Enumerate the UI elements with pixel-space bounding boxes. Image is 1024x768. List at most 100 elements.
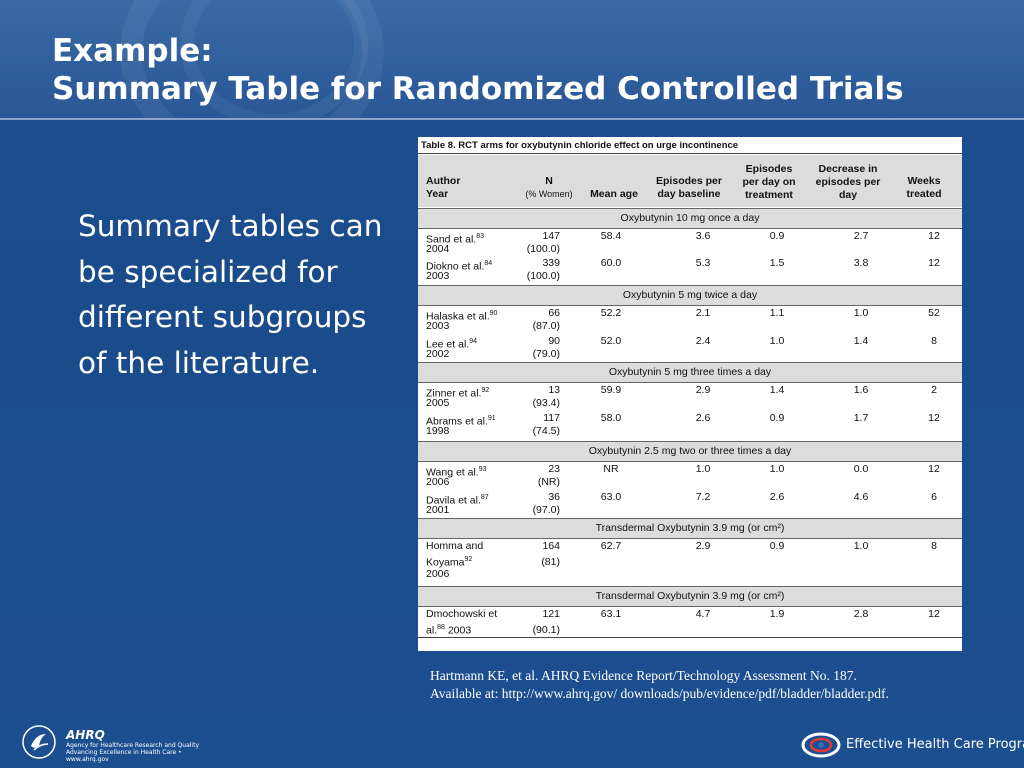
row-year: 1998	[426, 425, 450, 437]
row-n: 164	[542, 540, 560, 552]
reference-number: 90	[489, 310, 498, 317]
reference-number: 83	[476, 233, 484, 240]
row-decrease: 1.7	[853, 412, 869, 424]
row-author: Lee et al.	[426, 338, 470, 351]
row-base: 2.1	[695, 307, 711, 319]
citation-line2: Available at: http://www.ahrq.gov/ downl…	[430, 686, 889, 701]
author-cell: Lee et al.94	[426, 335, 477, 352]
row-decrease: 1.0	[853, 307, 869, 319]
row-author-line1: Homma and	[426, 540, 484, 552]
row-year: 2003	[426, 270, 450, 282]
row-author: Halaska et al.	[426, 310, 490, 323]
header-decrease-3: day	[838, 189, 858, 201]
row-year: 2003	[447, 624, 472, 637]
reference-number: 92	[481, 387, 490, 394]
row-base: 1.0	[695, 463, 711, 475]
reference-number: 84	[484, 260, 493, 267]
row-age: 59.9	[600, 384, 622, 396]
row-n: 23	[548, 463, 560, 475]
row-year: 2003	[426, 320, 450, 332]
row-author: Zinner et al.	[426, 387, 482, 400]
section-label: Oxybutynin 5 mg twice a day	[418, 285, 962, 306]
row-base: 3.6	[695, 230, 711, 242]
reference-number: 92	[464, 556, 473, 563]
header-decrease-2: episodes per	[815, 176, 881, 188]
row-percent-women: (93.4)	[532, 397, 560, 409]
row-percent-women: (79.0)	[532, 348, 560, 360]
row-weeks: 8	[931, 335, 937, 347]
author-cell: Wang et al.93	[426, 463, 487, 480]
row-decrease: 2.8	[853, 608, 869, 620]
row-n: 121	[542, 608, 560, 620]
slide-title-line1: Example:	[52, 33, 213, 69]
row-base: 2.9	[695, 384, 711, 396]
reference-number: 91	[487, 415, 496, 422]
row-base: 5.3	[695, 257, 711, 269]
row-percent-women: (90.1)	[532, 624, 560, 636]
row-n: 90	[548, 335, 560, 347]
row-treat: 0.9	[769, 540, 785, 552]
row-treat: 1.0	[769, 335, 785, 347]
row-age: 62.7	[600, 540, 622, 552]
row-n: 36	[548, 491, 560, 503]
author-cell-line2: al.88 2003	[426, 621, 471, 638]
row-treat: 2.6	[769, 491, 785, 503]
author-cell: Sand et al.83	[426, 230, 484, 247]
author-cell: Halaska et al.90	[426, 307, 497, 324]
row-decrease: 4.6	[853, 491, 869, 503]
header-episodes-baseline-1: Episodes per	[656, 175, 722, 187]
row-weeks: 12	[928, 463, 940, 475]
table-caption: Table 8. RCT arms for oxybutynin chlorid…	[421, 140, 739, 151]
row-decrease: 0.0	[853, 463, 869, 475]
rct-summary-table: Table 8. RCT arms for oxybutynin chlorid…	[418, 137, 962, 651]
row-author-line2: Koyama	[426, 556, 465, 569]
citation-line1: Hartmann KE, et al. AHRQ Evidence Report…	[430, 668, 857, 683]
reference-number: 88	[437, 624, 445, 631]
slide-header: Example: Summary Table for Randomized Co…	[0, 0, 1024, 118]
author-cell: Zinner et al.92	[426, 384, 489, 401]
row-n: 13	[548, 384, 560, 396]
header-decrease-1: Decrease in	[818, 163, 878, 175]
row-weeks: 12	[928, 608, 940, 620]
author-cell: Davila et al.87	[426, 491, 489, 508]
author-cell-line2: Koyama92	[426, 553, 472, 570]
row-percent-women: (100.0)	[526, 270, 560, 282]
table-header: Author Year N (% Women) Mean age Episode…	[418, 155, 962, 207]
row-base: 2.4	[695, 335, 711, 347]
row-age: 58.0	[600, 412, 622, 424]
row-author: Sand et al.	[426, 233, 477, 246]
row-weeks: 12	[928, 230, 940, 242]
header-weeks-2: treated	[906, 188, 942, 200]
row-weeks: 12	[928, 257, 940, 269]
row-year: 2001	[426, 504, 450, 516]
row-age: NR	[603, 463, 619, 475]
row-treat: 1.0	[769, 463, 785, 475]
row-decrease: 1.4	[853, 335, 869, 347]
row-n: 339	[542, 257, 560, 269]
row-age: 60.0	[600, 257, 622, 269]
reference-number: 87	[480, 494, 489, 501]
ehc-swirl-icon	[801, 732, 841, 758]
row-base: 7.2	[695, 491, 711, 503]
row-percent-women: (97.0)	[532, 504, 560, 516]
row-n: 147	[542, 230, 560, 242]
header-author: Author	[426, 175, 461, 187]
row-author: Diokno et al.	[426, 260, 485, 273]
slide-title-line2: Summary Table for Randomized Controlled …	[52, 71, 904, 107]
header-n: N	[545, 175, 553, 187]
row-author-line1: Dmochowski et	[426, 608, 498, 620]
header-women: (% Women)	[525, 189, 573, 199]
row-author-line2: al.	[426, 624, 438, 637]
row-n: 66	[548, 307, 560, 319]
row-weeks: 12	[928, 412, 940, 424]
section-label: Oxybutynin 2.5 mg two or three times a d…	[418, 441, 962, 462]
row-treat: 0.9	[769, 412, 785, 424]
row-n: 117	[543, 412, 560, 424]
row-age: 52.0	[600, 335, 622, 347]
header-mean-age: Mean age	[590, 188, 638, 200]
row-age: 63.0	[600, 491, 622, 503]
row-weeks: 6	[931, 491, 937, 503]
row-age: 58.4	[600, 230, 622, 242]
section-label: Oxybutynin 5 mg three times a day	[418, 362, 962, 383]
row-percent-women: (NR)	[537, 476, 560, 488]
